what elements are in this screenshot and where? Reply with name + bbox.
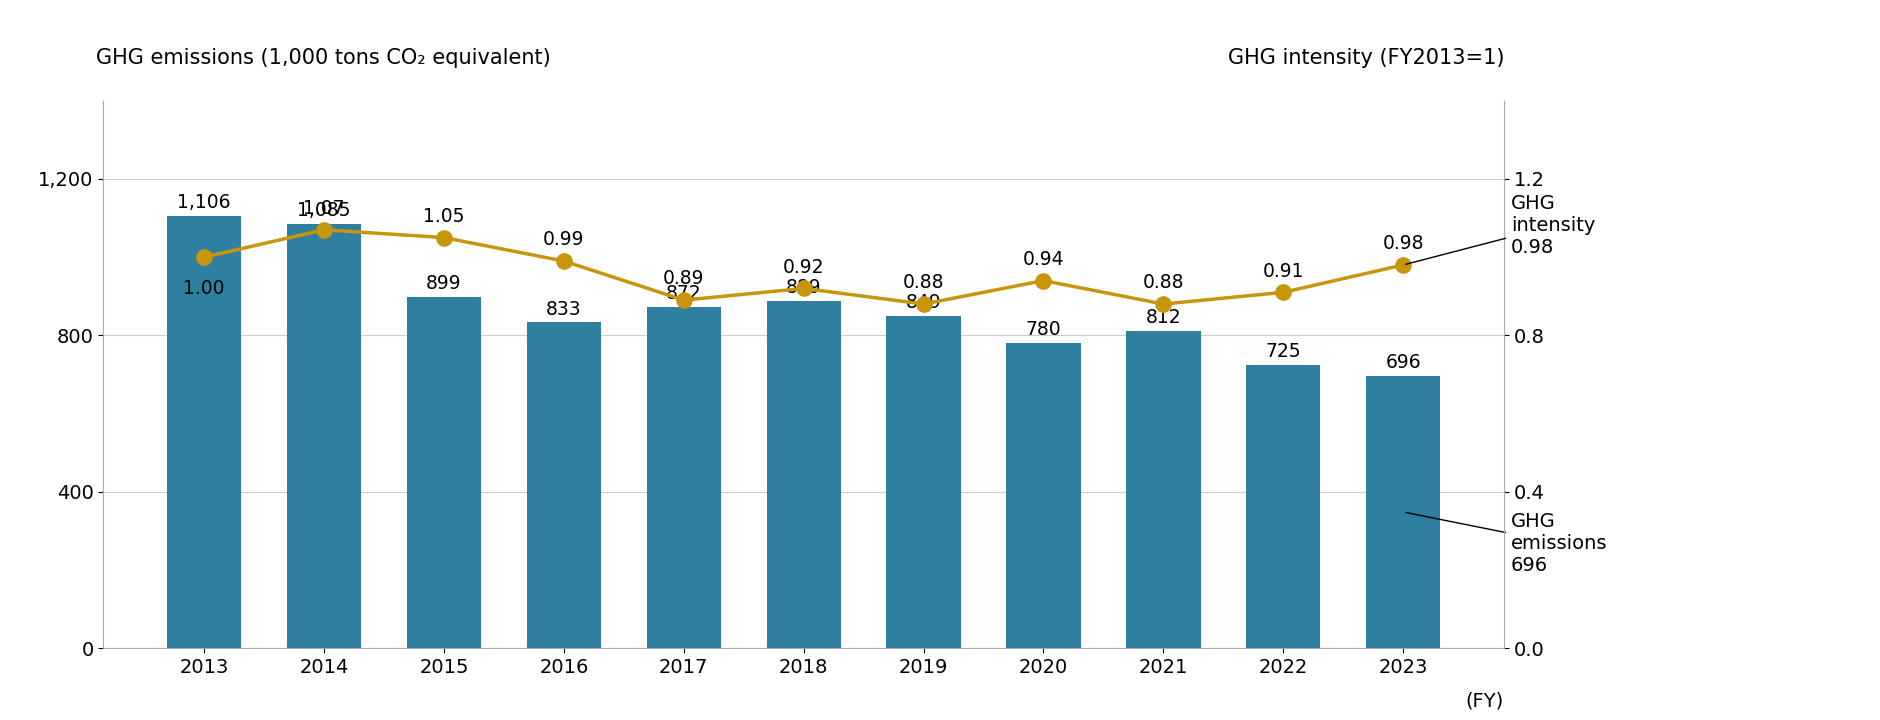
Bar [526,323,602,648]
Text: 0.91: 0.91 [1263,261,1305,281]
Text: 0.88: 0.88 [902,274,944,292]
Text: 812: 812 [1145,307,1181,327]
Text: 780: 780 [1026,320,1062,339]
Bar [1246,364,1320,648]
Text: 1,106: 1,106 [177,193,231,212]
Text: 1.05: 1.05 [423,207,464,226]
Text: 1.07: 1.07 [303,199,344,218]
Bar [406,297,481,648]
Text: 0.98: 0.98 [1382,234,1423,253]
Bar [767,300,840,648]
Bar [1126,330,1201,648]
Text: 899: 899 [427,274,462,293]
Text: 696: 696 [1386,353,1421,372]
Text: 833: 833 [545,300,581,318]
Text: 0.99: 0.99 [543,230,585,249]
Text: 0.88: 0.88 [1143,274,1184,292]
Text: 1.00: 1.00 [184,279,226,297]
Text: 0.92: 0.92 [782,258,825,276]
Text: 725: 725 [1265,342,1301,361]
Bar [647,307,720,648]
Text: GHG
emissions
696: GHG emissions 696 [1406,512,1607,575]
Bar [288,224,361,648]
Text: 889: 889 [786,278,822,297]
Bar [1367,376,1440,648]
Text: (FY): (FY) [1466,692,1504,711]
Text: 0.89: 0.89 [664,269,705,289]
Text: 849: 849 [906,293,942,312]
Text: 872: 872 [666,284,701,303]
Text: 0.94: 0.94 [1023,250,1064,269]
Text: 1,085: 1,085 [297,201,352,220]
Bar [887,316,961,648]
Bar [167,216,241,648]
Text: GHG intensity (FY2013=1): GHG intensity (FY2013=1) [1228,48,1504,68]
Bar [1006,343,1081,648]
Text: GHG
intensity
0.98: GHG intensity 0.98 [1406,194,1596,264]
Text: GHG emissions (1,000 tons CO₂ equivalent): GHG emissions (1,000 tons CO₂ equivalent… [96,48,551,68]
